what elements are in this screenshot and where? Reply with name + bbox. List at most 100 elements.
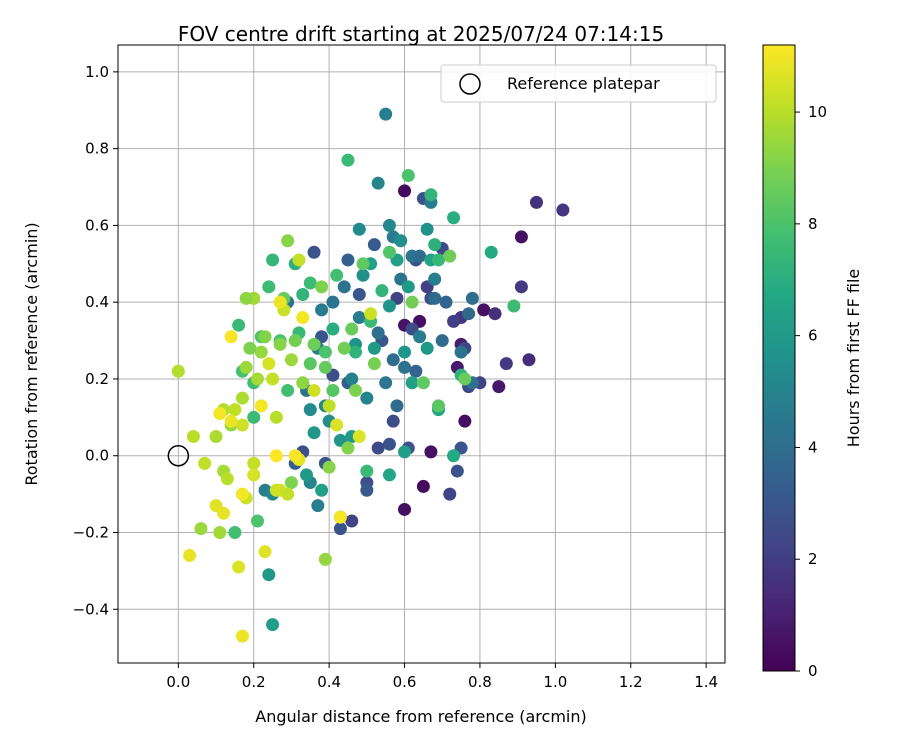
scatter-point xyxy=(281,487,295,501)
scatter-point xyxy=(220,472,234,486)
scatter-point xyxy=(307,383,321,397)
scatter-point xyxy=(394,234,408,248)
scatter-point xyxy=(360,483,374,497)
scatter-point xyxy=(450,464,464,478)
x-tick-label: 0.2 xyxy=(242,673,266,691)
scatter-point xyxy=(458,372,472,386)
scatter-point xyxy=(186,430,200,444)
scatter-point xyxy=(235,391,249,405)
data-points xyxy=(171,107,570,643)
scatter-point xyxy=(398,184,412,198)
scatter-point xyxy=(273,337,287,351)
scatter-point xyxy=(352,288,366,302)
colorbar-tick-label: 6 xyxy=(808,327,818,345)
scatter-point xyxy=(356,257,370,271)
y-tick-label: −0.2 xyxy=(73,523,109,541)
scatter-point xyxy=(315,303,329,317)
scatter-point xyxy=(333,522,347,536)
scatter-point xyxy=(247,410,261,424)
scatter-point xyxy=(465,291,479,305)
scatter-point xyxy=(273,295,287,309)
scatter-point xyxy=(296,311,310,325)
scatter-point xyxy=(349,383,363,397)
scatter-point xyxy=(428,238,442,252)
scatter-point xyxy=(371,441,385,455)
scatter-point xyxy=(401,280,415,294)
scatter-point xyxy=(315,483,329,497)
scatter-point xyxy=(254,399,268,413)
scatter-point xyxy=(183,549,197,563)
y-tick-label: 0.4 xyxy=(85,293,109,311)
scatter-point xyxy=(398,445,412,459)
scatter-point xyxy=(269,449,283,463)
scatter-point xyxy=(262,568,276,582)
legend-box xyxy=(440,64,717,103)
scatter-point xyxy=(326,295,340,309)
grid-lines xyxy=(118,45,725,663)
scatter-point xyxy=(269,483,283,497)
scatter-point xyxy=(371,326,385,340)
scatter-point xyxy=(243,341,257,355)
scatter-point xyxy=(303,276,317,290)
scatter-point xyxy=(556,203,570,217)
scatter-point xyxy=(322,399,336,413)
scatter-point xyxy=(443,249,457,263)
scatter-point xyxy=(235,629,249,643)
colorbar-tick-label: 10 xyxy=(808,103,827,121)
scatter-point xyxy=(330,418,344,432)
scatter-point xyxy=(447,211,461,225)
colorbar-tick-label: 8 xyxy=(808,215,818,233)
scatter-point xyxy=(386,414,400,428)
colorbar xyxy=(762,44,796,672)
scatter-point xyxy=(360,464,374,478)
scatter-point xyxy=(529,195,543,209)
scatter-point xyxy=(409,364,423,378)
scatter-point xyxy=(258,330,272,344)
scatter-point xyxy=(284,476,298,490)
scatter-point xyxy=(307,337,321,351)
plot-frame xyxy=(117,44,726,664)
y-tick-label: 1.0 xyxy=(85,63,109,81)
y-tick-label: 0.0 xyxy=(85,447,109,465)
scatter-point xyxy=(250,514,264,528)
scatter-point xyxy=(254,345,268,359)
scatter-point xyxy=(367,238,381,252)
scatter-point xyxy=(379,107,393,121)
y-tick-label: −0.4 xyxy=(73,600,109,618)
scatter-point xyxy=(326,383,340,397)
scatter-point xyxy=(228,525,242,539)
scatter-point xyxy=(228,403,242,417)
scatter-point xyxy=(382,218,396,232)
scatter-point xyxy=(281,383,295,397)
scatter-point xyxy=(492,380,506,394)
chart-title: FOV centre drift starting at 2025/07/24 … xyxy=(178,22,664,46)
scatter-point xyxy=(217,506,231,520)
scatter-point xyxy=(247,468,261,482)
scatter-point xyxy=(318,360,332,374)
x-tick-label: 0.6 xyxy=(393,673,417,691)
scatter-point xyxy=(262,357,276,371)
scatter-point xyxy=(250,372,264,386)
scatter-point xyxy=(514,280,528,294)
scatter-point xyxy=(386,353,400,367)
scatter-point xyxy=(375,284,389,298)
colorbar-ticks: 0 2 4 6 8 10 xyxy=(795,103,827,680)
scatter-point xyxy=(416,376,430,390)
scatter-point xyxy=(213,525,227,539)
scatter-point xyxy=(330,268,344,282)
scatter-point xyxy=(224,330,238,344)
scatter-point xyxy=(431,253,445,267)
x-tick-label: 1.0 xyxy=(543,673,567,691)
scatter-point xyxy=(247,456,261,470)
scatter-point xyxy=(458,414,472,428)
colorbar-tick-label: 2 xyxy=(808,550,818,568)
scatter-point xyxy=(345,514,359,528)
scatter-point xyxy=(269,410,283,424)
y-axis-ticks: −0.4 −0.2 0.0 0.2 0.4 0.6 0.8 1.0 xyxy=(73,63,118,618)
scatter-point xyxy=(213,406,227,420)
scatter-point xyxy=(300,468,314,482)
scatter-point xyxy=(360,391,374,405)
scatter-point xyxy=(454,345,468,359)
scatter-point xyxy=(484,245,498,259)
